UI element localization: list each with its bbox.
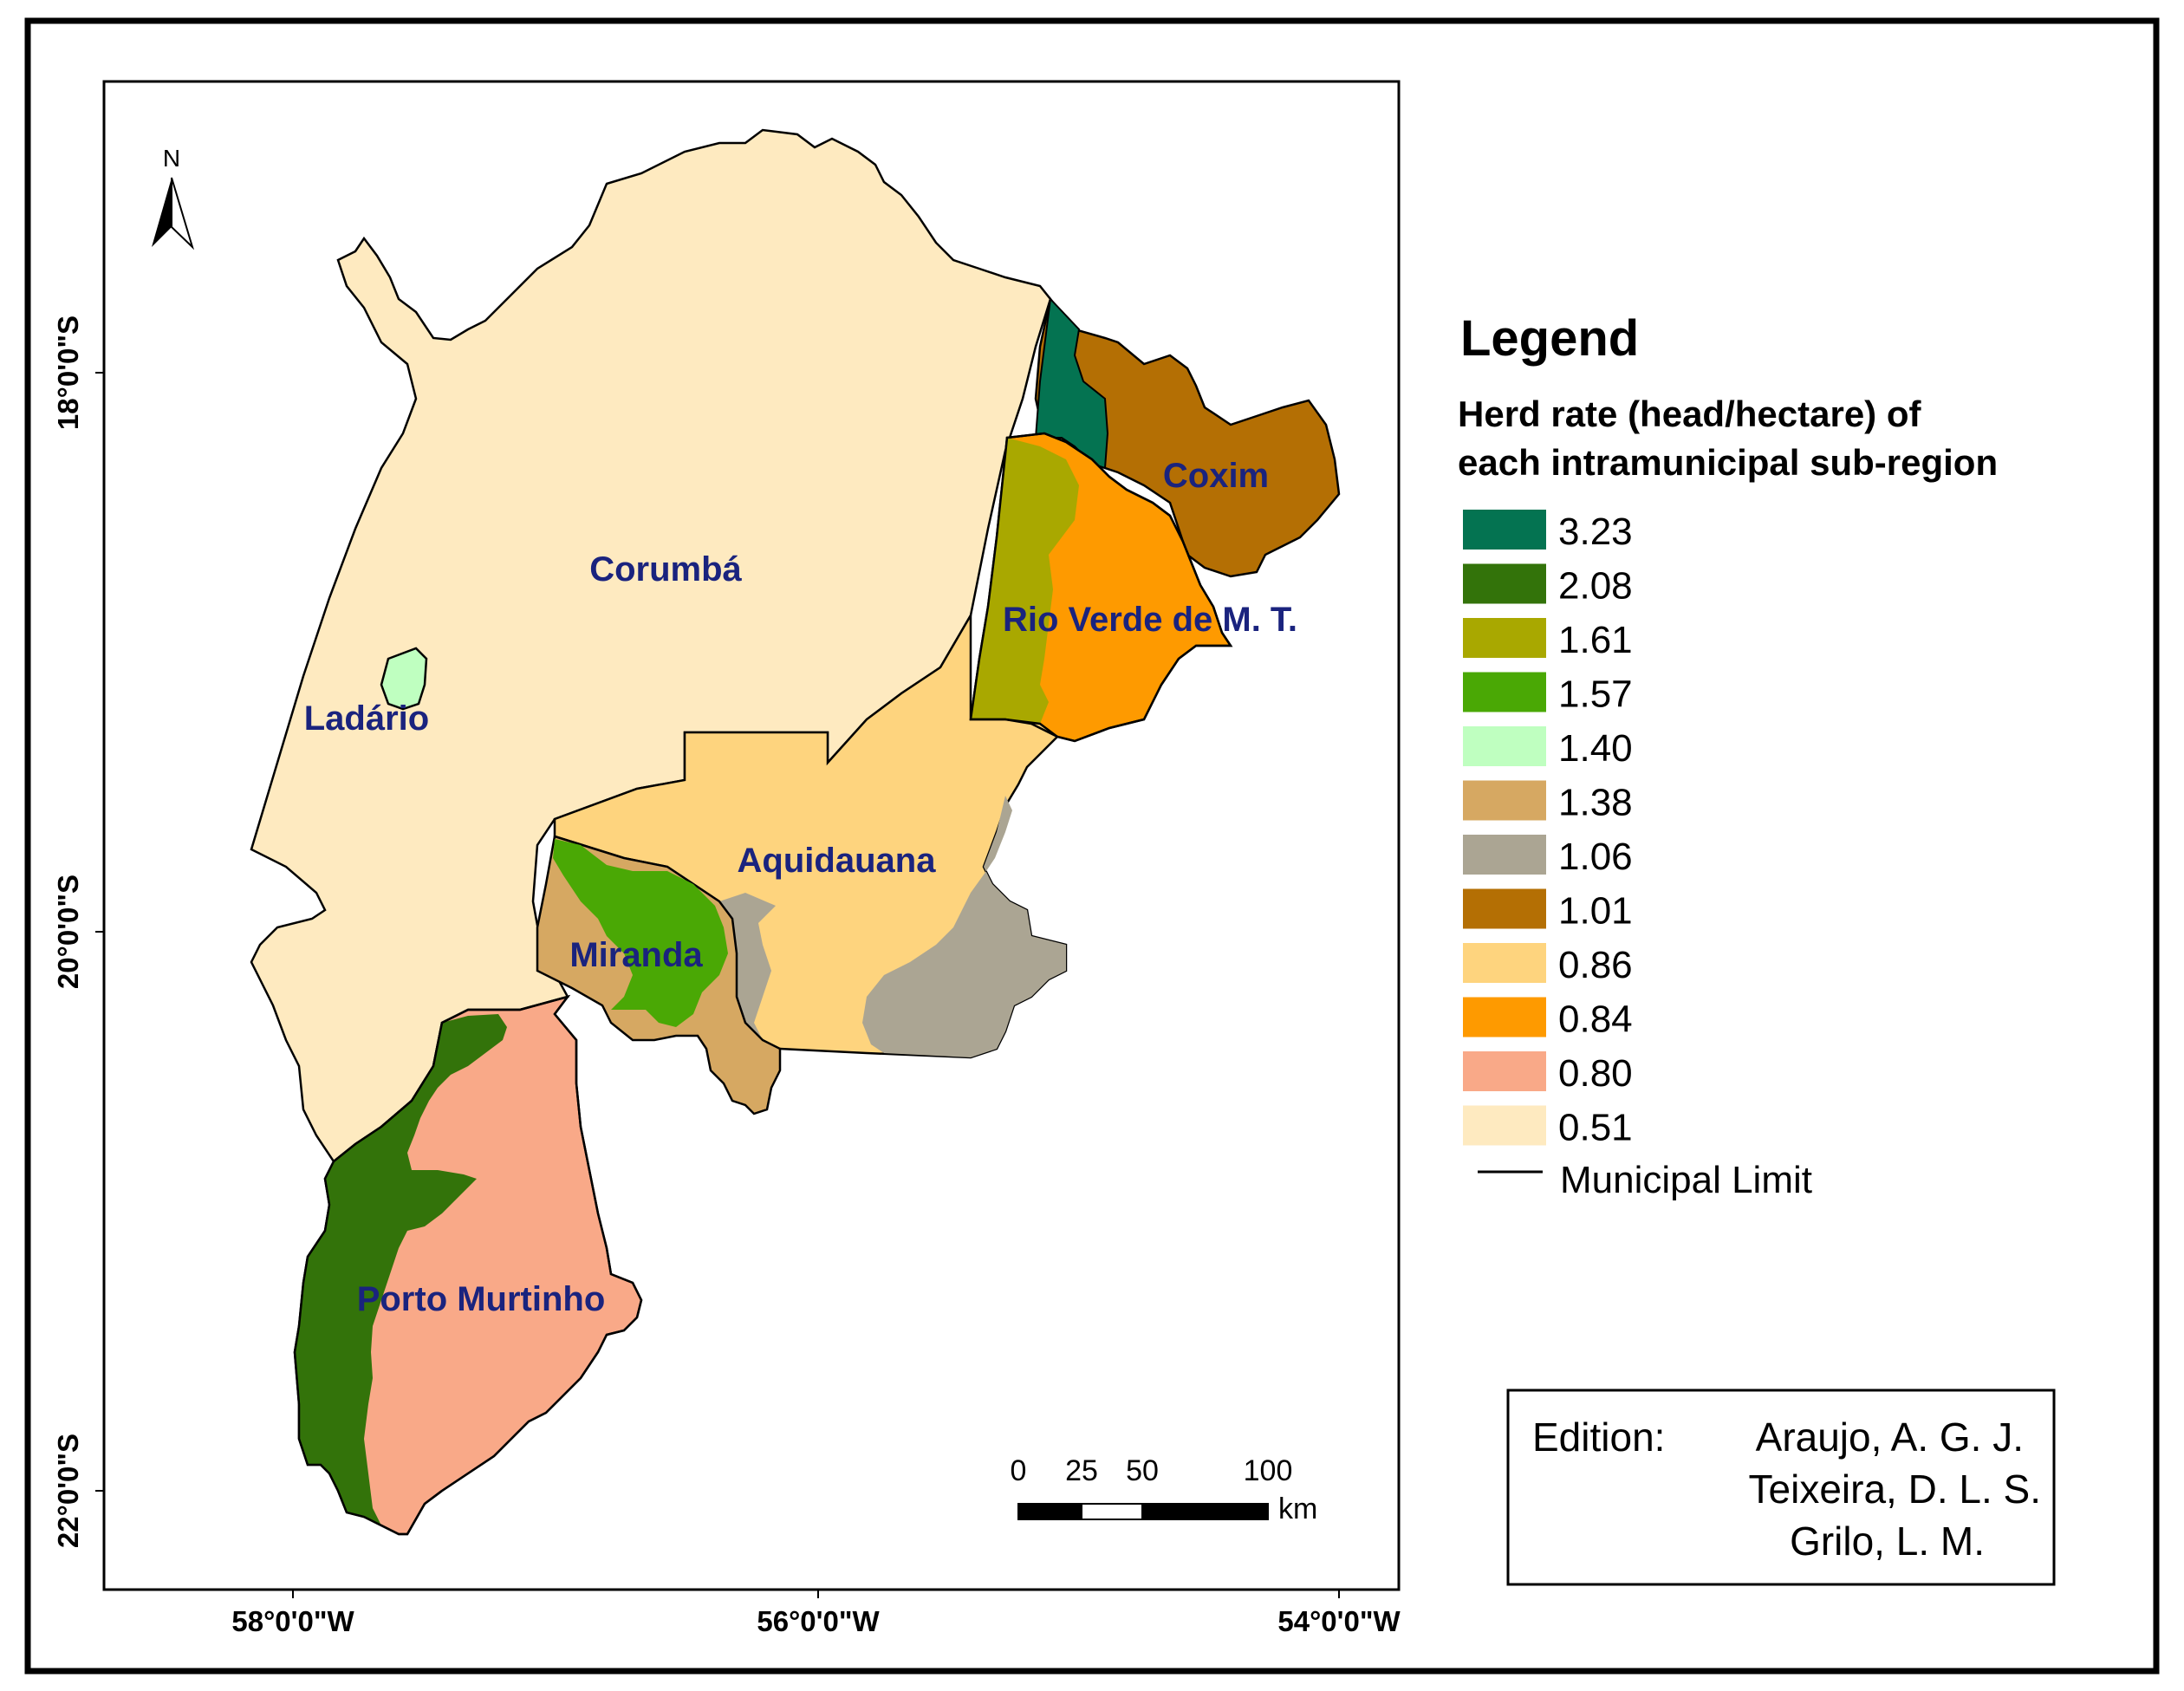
legend-value: 1.06 [1558,836,1633,878]
legend-value: 3.23 [1558,511,1633,553]
legend-value: 0.84 [1558,998,1633,1041]
label-ladario: Ladário [304,699,429,738]
region-aquidauana-grey [862,796,1066,1057]
region-miranda-green [553,839,728,1027]
legend-limit-label: Municipal Limit [1560,1159,1812,1201]
legend-subtitle-1: Herd rate (head/hectare) of [1458,393,1921,434]
scale-tick-100: 100 [1244,1454,1293,1487]
legend-title: Legend [1460,310,1639,367]
scale-seg-1 [1017,1503,1082,1520]
north-arrow-icon: N [152,145,195,250]
legend-value: 1.38 [1558,782,1633,824]
region-ladario [380,647,428,711]
legend-swatch [1463,943,1546,983]
scale-seg-3 [1141,1503,1269,1520]
label-coxim: Coxim [1163,457,1269,495]
scale-tick-0: 0 [1011,1454,1027,1487]
edition-label: Edition: [1532,1415,1665,1460]
legend-value: 0.80 [1558,1052,1633,1095]
legend-swatch [1463,510,1546,550]
legend-swatch [1463,1051,1546,1091]
lon-label-58: 58°0'0"W [231,1605,354,1637]
legend-swatch [1463,1105,1546,1146]
legend-value: 1.40 [1558,727,1633,770]
lat-label-20: 20°0'0"S [52,875,84,989]
legend-value: 1.61 [1558,619,1633,661]
legend-value: 1.01 [1558,890,1633,933]
legend-value: 0.51 [1558,1107,1633,1149]
scale-unit: km [1278,1493,1317,1525]
legend-swatch [1463,618,1546,658]
edition-author-2: Teixeira, D. L. S. [1749,1467,2041,1512]
label-miranda: Miranda [569,936,703,974]
scale-tick-50: 50 [1126,1454,1159,1487]
label-corumba: Corumbá [589,550,742,589]
edition-author-1: Araujo, A. G. J. [1756,1415,2024,1460]
legend-value: 1.57 [1558,673,1633,716]
municipality-labels: Corumbá Ladário Coxim Rio Verde de M. T.… [304,457,1297,1318]
north-label: N [163,145,180,172]
map-regions [250,128,1341,1536]
lat-label-18: 18°0'0"S [52,315,84,430]
legend-swatch [1463,835,1546,875]
legend-subtitle-2: each intramunicipal sub-region [1458,442,1998,483]
scale-bar: 0 25 50 100 km [1011,1454,1318,1525]
north-arrow-right-half [171,177,195,250]
region-rio-verde-outline [969,432,1233,743]
label-aquidauana: Aquidauana [738,842,937,880]
legend-swatch [1463,997,1546,1037]
legend-swatch [1463,888,1546,929]
legend-value: 0.86 [1558,944,1633,986]
north-arrow-left-half [152,178,172,247]
edition-frame [1506,1389,2056,1586]
region-aquidauana-grey-west [719,893,776,1040]
scale-seg-2 [1081,1503,1143,1520]
region-rio-verde-olive [971,438,1079,724]
lon-label-56: 56°0'0"W [757,1605,880,1637]
legend-swatch [1463,672,1546,712]
legend-value: 2.08 [1558,565,1633,608]
lat-label-22: 22°0'0"S [52,1434,84,1548]
legend-swatch [1463,726,1546,766]
region-porto-murtinho-green [295,1014,507,1525]
legend-items: 3.23 2.08 1.61 1.57 1.40 1.38 1.06 1.01 0.86 0.84… [1463,510,1633,1149]
scale-tick-25: 25 [1065,1454,1098,1487]
legend: Legend Herd rate (head/hectare) of each … [1458,310,1998,1201]
graticule: 18°0'0"S 20°0'0"S 22°0'0"S 58°0'0"W 56°0… [52,315,1401,1637]
lon-label-54: 54°0'0"W [1277,1605,1401,1637]
label-porto-murtinho: Porto Murtinho [357,1280,606,1318]
legend-swatch [1463,780,1546,821]
label-rio-verde: Rio Verde de M. T. [1003,601,1297,639]
edition-box: Edition: Araujo, A. G. J. Teixeira, D. L… [1506,1389,2056,1586]
legend-swatch [1463,563,1546,604]
region-porto-murtinho-outline [293,994,643,1536]
edition-author-3: Grilo, L. M. [1790,1519,1985,1564]
